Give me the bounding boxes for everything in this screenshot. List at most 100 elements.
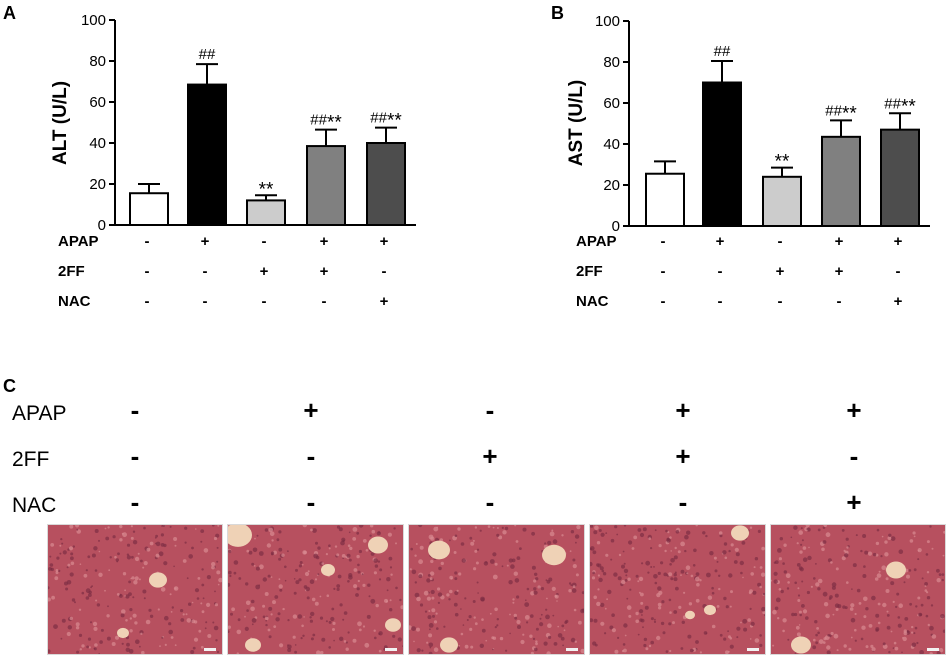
bar-1: [645, 172, 685, 228]
y-tick-label: 0: [612, 218, 620, 235]
histology-texture: [771, 525, 945, 654]
histology-image-apap-2ff: [589, 524, 766, 655]
treatment-sign: -: [661, 263, 666, 280]
significance-label: ##**: [370, 110, 402, 132]
treatment-sign: +: [320, 263, 329, 280]
treatment-sign: +: [201, 233, 210, 250]
treatment-sign: +: [776, 263, 785, 280]
histology-texture: [590, 525, 765, 654]
panel-letter: A: [3, 3, 16, 23]
treatment-sign: +: [835, 233, 844, 250]
bar-3: [762, 175, 802, 228]
treatment-row-label: NAC: [58, 293, 91, 310]
treatment-sign: -: [661, 233, 666, 250]
treatment-sign: +: [380, 293, 389, 310]
treatment-row-label: 2FF: [58, 263, 85, 280]
treatment-sign: +: [716, 233, 725, 250]
treatment-sign: -: [145, 293, 150, 310]
treatment-sign: -: [718, 293, 723, 310]
treatment-sign: -: [486, 487, 495, 517]
y-tick-label: 20: [603, 177, 620, 194]
bar-4: [821, 135, 861, 227]
significance-hash: ##: [714, 43, 731, 60]
treatment-sign: -: [131, 441, 140, 471]
panel-letter: C: [3, 376, 16, 396]
treatment-sign: -: [307, 487, 316, 517]
treatment-sign: +: [320, 233, 329, 250]
significance-label: ##**: [825, 102, 857, 124]
y-tick-label: 80: [603, 54, 620, 71]
histology-image-control: [47, 524, 223, 655]
y-tick-label: 40: [89, 135, 106, 152]
y-axis-label: ALT (U/L): [50, 81, 71, 165]
treatment-sign: -: [203, 263, 208, 280]
treatment-sign: -: [486, 395, 495, 425]
treatment-sign: -: [718, 263, 723, 280]
treatment-sign: -: [778, 293, 783, 310]
treatment-row-label: NAC: [576, 293, 609, 310]
treatment-sign: -: [131, 395, 140, 425]
panel-letter: B: [551, 3, 564, 23]
bar-2: [187, 83, 227, 226]
y-tick-label: 60: [603, 95, 620, 112]
treatment-sign: -: [145, 263, 150, 280]
treatment-row-label: NAC: [12, 494, 56, 517]
treatment-row-label: APAP: [58, 233, 99, 250]
treatment-sign: -: [850, 441, 859, 471]
treatment-sign: +: [675, 395, 690, 425]
treatment-sign: -: [262, 233, 267, 250]
treatment-row-label: APAP: [12, 402, 66, 425]
significance-label: ##**: [884, 95, 916, 117]
histology-texture: [409, 525, 584, 654]
treatment-sign: -: [322, 293, 327, 310]
treatment-sign: -: [203, 293, 208, 310]
y-tick-label: 60: [89, 94, 106, 111]
y-tick-label: 0: [98, 217, 106, 234]
treatment-sign: +: [846, 487, 861, 517]
y-tick-label: 100: [81, 12, 106, 29]
bar-3: [246, 199, 286, 226]
treatment-sign: +: [260, 263, 269, 280]
significance-star: **: [775, 152, 790, 173]
treatment-sign: -: [778, 233, 783, 250]
treatment-sign: +: [675, 441, 690, 471]
treatment-sign: +: [846, 395, 861, 425]
histology-image-apap-nac: [770, 524, 946, 655]
histology-texture: [228, 525, 403, 654]
treatment-sign: -: [382, 263, 387, 280]
treatment-sign: -: [679, 487, 688, 517]
treatment-sign: -: [262, 293, 267, 310]
treatment-row-label: APAP: [576, 233, 617, 250]
bar-1: [129, 192, 169, 227]
treatment-sign: -: [837, 293, 842, 310]
treatment-sign: -: [896, 263, 901, 280]
panel-c-treatments: C APAP - + - + +2FF - - + + - NAC - - - - +: [3, 376, 862, 517]
significance-hash: ##: [199, 46, 216, 63]
treatment-sign: -: [661, 293, 666, 310]
histology-image-apap: [227, 524, 404, 655]
treatment-row-label: 2FF: [576, 263, 603, 280]
treatment-sign: -: [145, 233, 150, 250]
treatment-sign: +: [482, 441, 497, 471]
bar-2: [702, 81, 742, 227]
y-tick-label: 100: [595, 13, 620, 30]
histology-texture: [48, 525, 222, 654]
bar-4: [306, 145, 346, 226]
significance-label: ##**: [310, 112, 342, 134]
treatment-sign: -: [131, 487, 140, 517]
bar-5: [366, 142, 406, 226]
y-tick-label: 80: [89, 53, 106, 70]
treatment-sign: +: [380, 233, 389, 250]
treatment-sign: -: [307, 441, 316, 471]
treatment-sign: +: [894, 293, 903, 310]
histology-image-2ff: [408, 524, 585, 655]
treatment-sign: +: [835, 263, 844, 280]
y-tick-label: 40: [603, 136, 620, 153]
treatment-sign: +: [894, 233, 903, 250]
treatment-sign: +: [303, 395, 318, 425]
treatment-row-label: 2FF: [12, 448, 49, 471]
y-tick-label: 20: [89, 176, 106, 193]
